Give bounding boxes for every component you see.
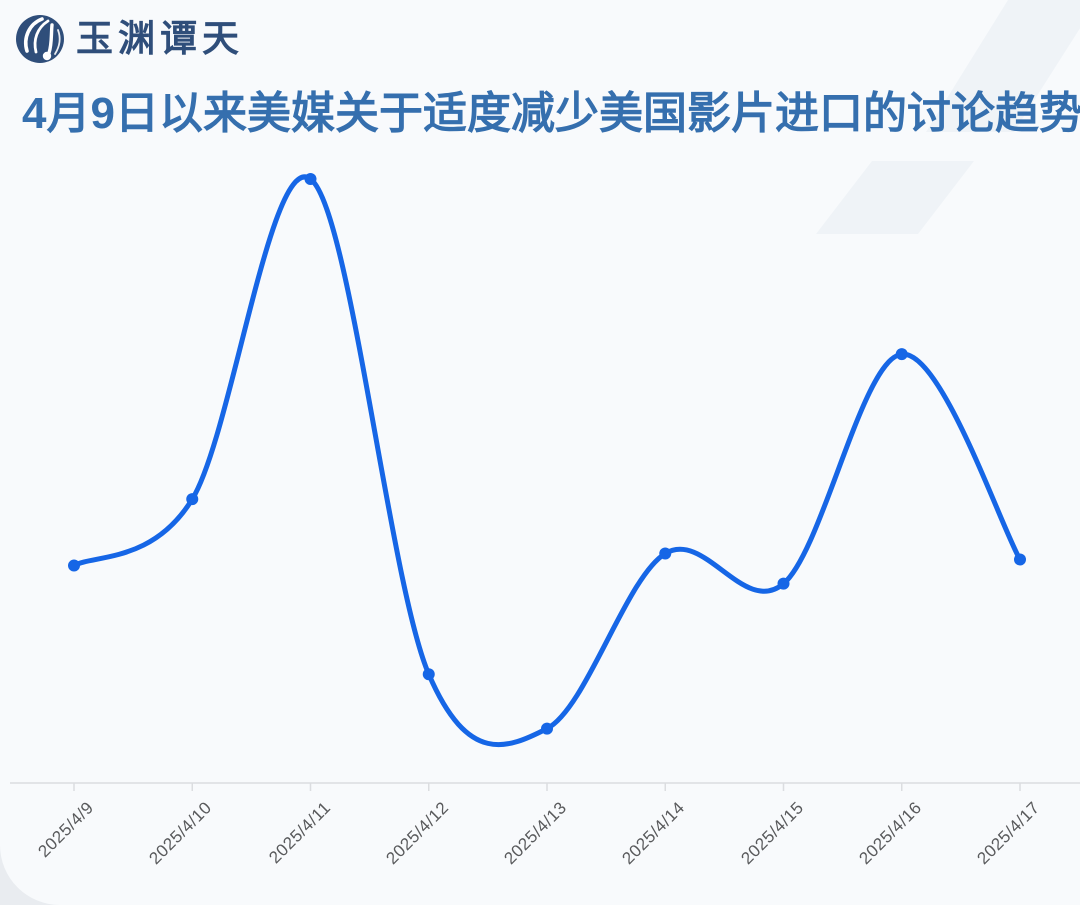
brand-logo: 玉渊谭天 <box>14 11 244 65</box>
data-point-marker <box>422 668 435 681</box>
data-point-marker <box>68 559 80 572</box>
brand-wave-icon <box>16 15 64 63</box>
data-point-marker <box>777 577 790 590</box>
brand-name: 玉渊谭天 <box>76 15 244 60</box>
data-point-marker <box>186 493 199 506</box>
data-point-marker <box>541 722 553 735</box>
data-point-marker <box>659 547 672 560</box>
data-point-marker <box>895 348 908 361</box>
trend-line <box>71 174 1023 748</box>
decorative-stripe-icon <box>926 0 1080 132</box>
page-title: 4月9日以来美媒关于适度减少美国影片进口的讨论趋势 <box>22 89 1080 138</box>
data-point-marker <box>304 173 317 185</box>
decorative-stripe-icon <box>816 161 974 234</box>
data-point-marker <box>1014 553 1026 566</box>
